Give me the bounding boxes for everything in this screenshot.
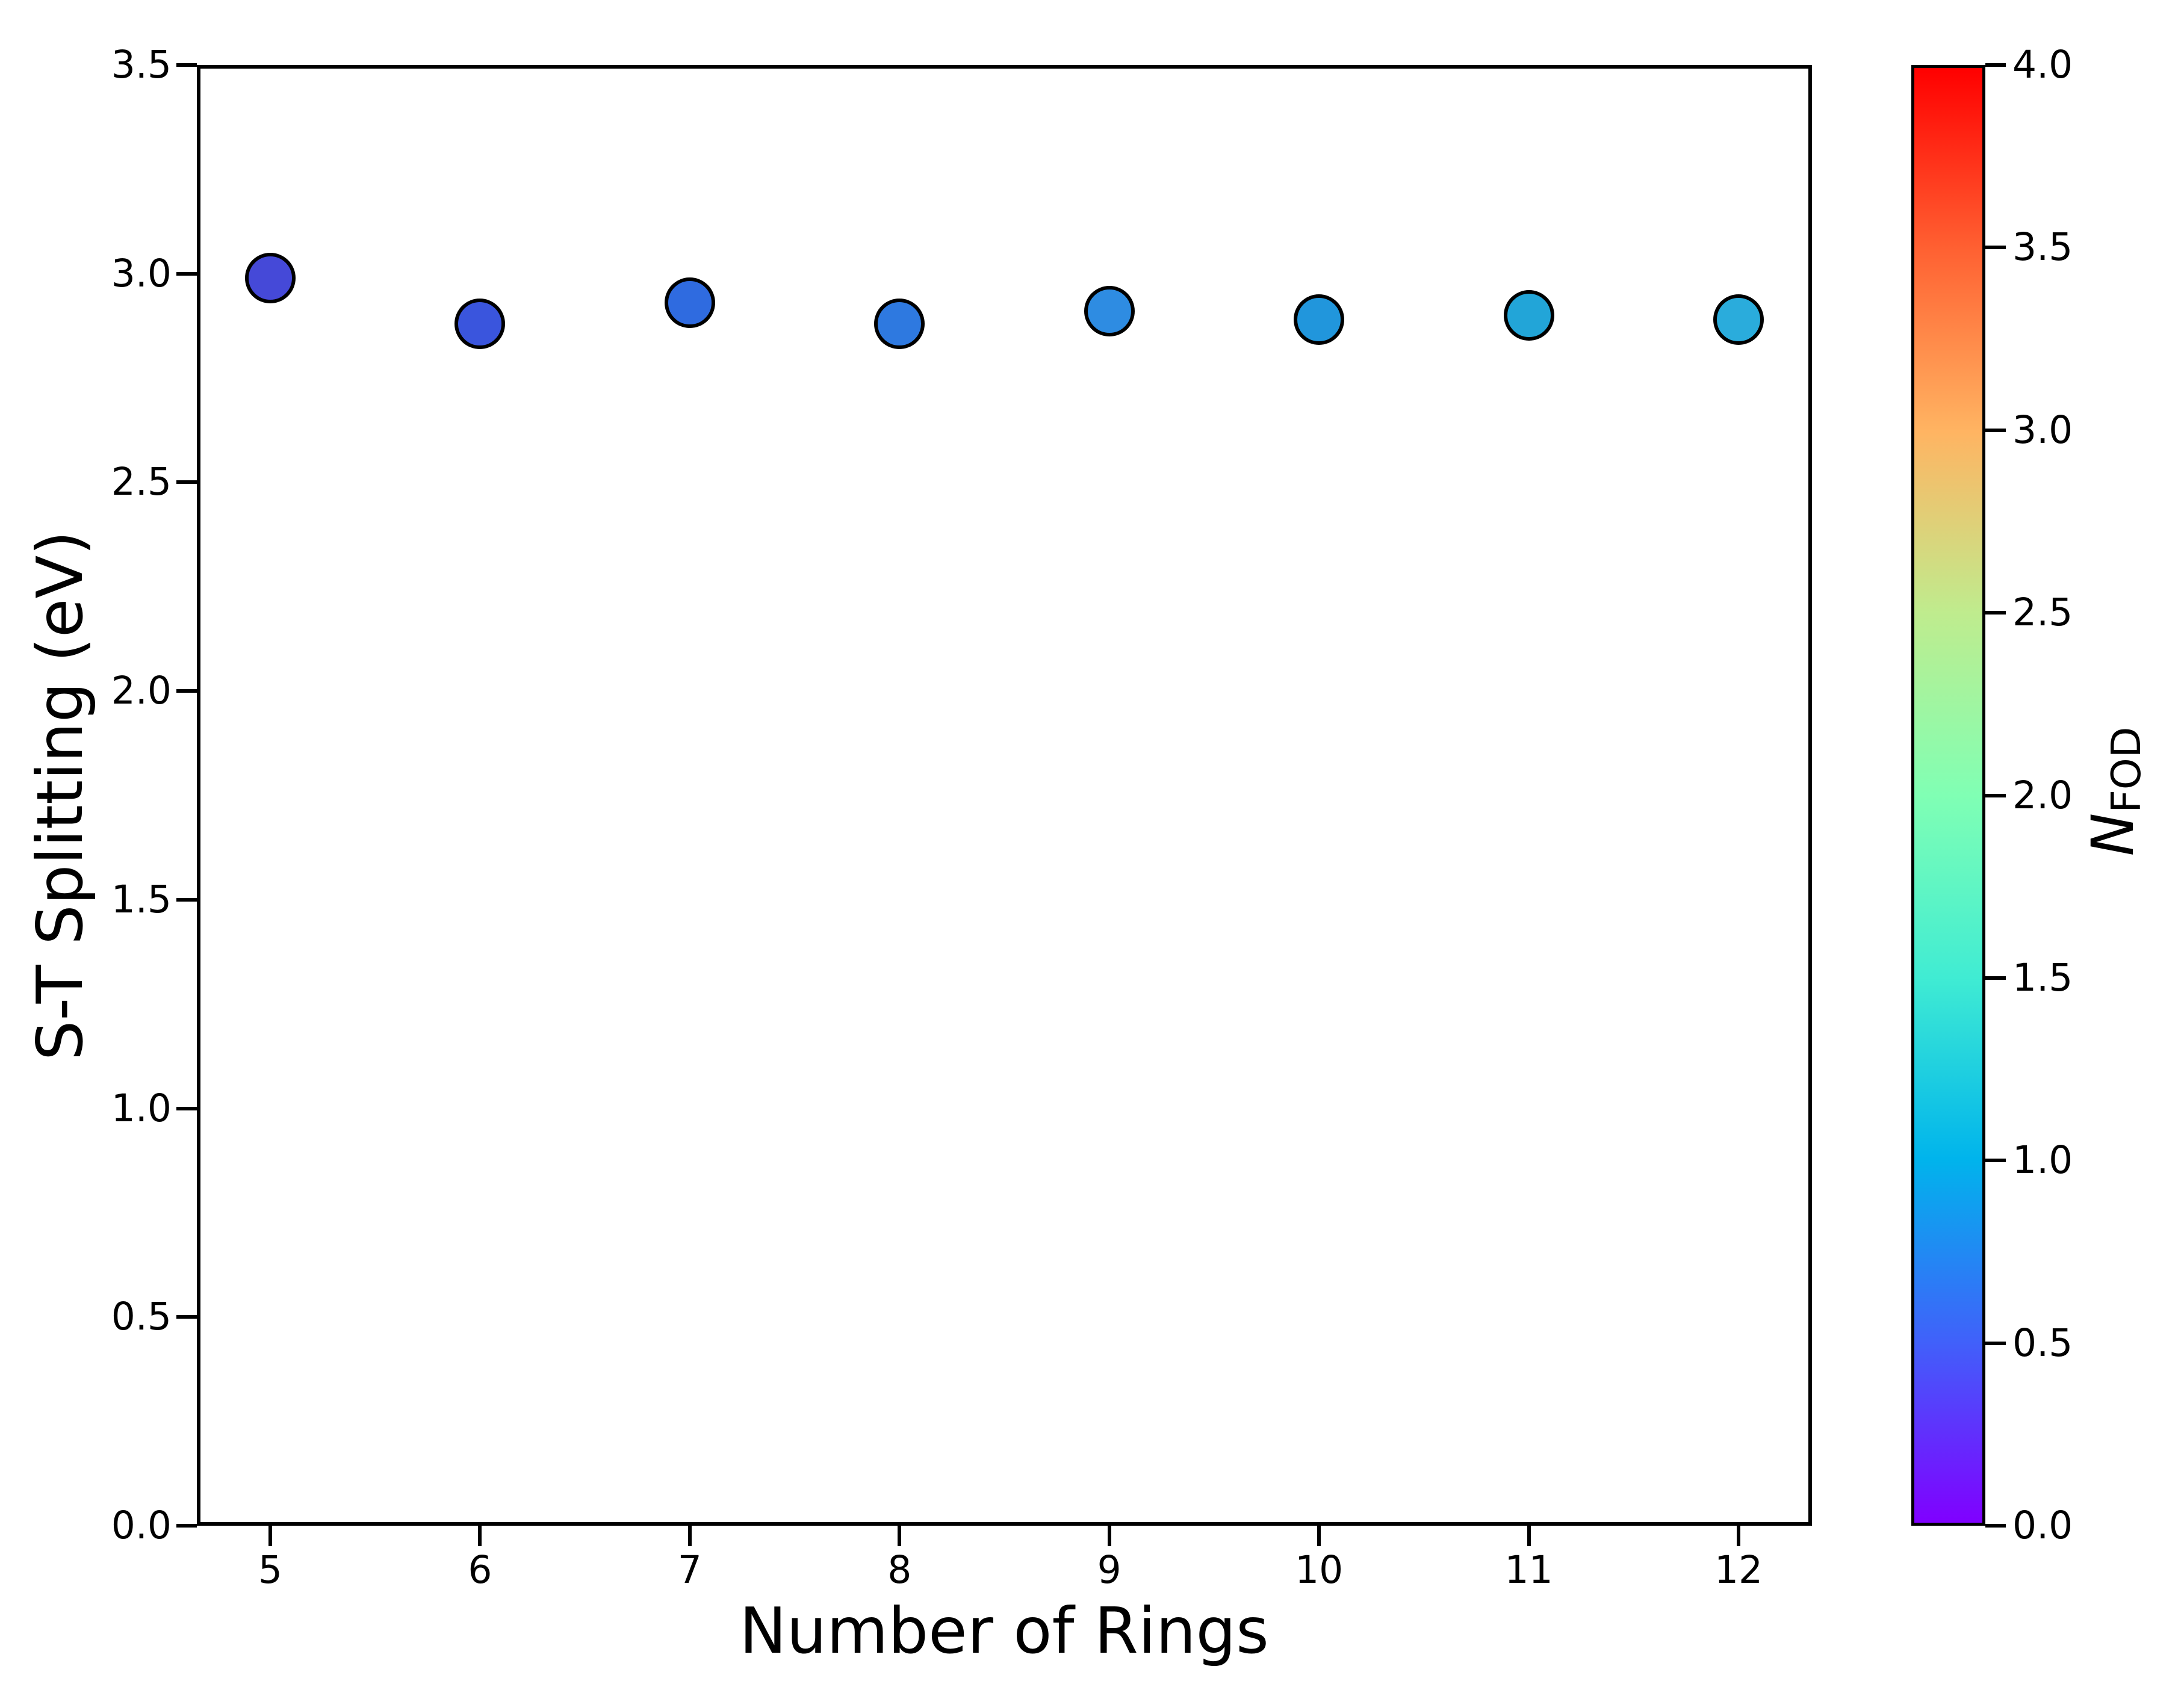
y-axis-tick-label: 0.0 bbox=[111, 1503, 172, 1547]
y-axis-tick-label: 1.5 bbox=[111, 877, 172, 921]
data-point bbox=[454, 298, 506, 349]
colorbar-tick bbox=[1985, 1159, 2006, 1163]
colorbar-tick-label: 0.5 bbox=[2012, 1320, 2073, 1365]
y-axis-tick bbox=[176, 480, 197, 484]
colorbar-tick bbox=[1985, 793, 2006, 797]
y-axis-tick bbox=[176, 63, 197, 67]
x-axis-label: Number of Rings bbox=[739, 1594, 1269, 1668]
colorbar-tick-label: 1.0 bbox=[2012, 1138, 2073, 1183]
y-axis-tick bbox=[176, 1315, 197, 1319]
x-axis-tick-label: 5 bbox=[258, 1548, 282, 1592]
colorbar-tick bbox=[1985, 976, 2006, 980]
y-axis-tick-label: 2.0 bbox=[111, 669, 172, 713]
colorbar-label-subscript: FOD bbox=[2103, 726, 2150, 813]
x-axis-tick-label: 9 bbox=[1097, 1548, 1121, 1592]
y-axis-tick-label: 3.0 bbox=[111, 251, 172, 296]
y-axis-tick bbox=[176, 897, 197, 902]
y-axis-tick bbox=[176, 1106, 197, 1110]
colorbar-label: NFOD bbox=[2079, 551, 2150, 1032]
colorbar-tick bbox=[1985, 1341, 2006, 1345]
x-axis-tick-label: 8 bbox=[887, 1548, 912, 1592]
data-point bbox=[874, 298, 925, 349]
colorbar-tick bbox=[1985, 611, 2006, 615]
y-axis-tick bbox=[176, 1524, 197, 1528]
x-axis-tick bbox=[478, 1526, 482, 1546]
x-axis-tick-label: 12 bbox=[1714, 1548, 1763, 1592]
x-axis-tick bbox=[1317, 1526, 1321, 1546]
colorbar-tick-label: 1.5 bbox=[2012, 955, 2073, 1000]
plot-area bbox=[197, 65, 1812, 1526]
colorbar-tick bbox=[1985, 63, 2006, 67]
y-axis-tick bbox=[176, 689, 197, 693]
colorbar-label-main: N bbox=[2079, 813, 2147, 856]
x-axis-tick-label: 6 bbox=[468, 1548, 492, 1592]
y-axis-tick-label: 2.5 bbox=[111, 460, 172, 504]
data-point bbox=[1084, 286, 1135, 337]
x-axis-tick-label: 11 bbox=[1504, 1548, 1553, 1592]
colorbar-tick-label: 3.5 bbox=[2012, 225, 2073, 270]
colorbar-tick bbox=[1985, 246, 2006, 250]
colorbar-tick-label: 0.0 bbox=[2012, 1503, 2073, 1547]
data-point bbox=[1503, 290, 1554, 341]
colorbar-tick bbox=[1985, 1524, 2006, 1528]
x-axis-tick bbox=[687, 1526, 692, 1546]
x-axis-tick-label: 10 bbox=[1295, 1548, 1344, 1592]
data-point bbox=[1713, 294, 1764, 345]
colorbar-tick-label: 3.0 bbox=[2012, 407, 2073, 452]
colorbar-gradient bbox=[1911, 65, 1985, 1526]
x-axis-tick bbox=[268, 1526, 272, 1546]
y-axis-tick-label: 3.5 bbox=[111, 43, 172, 87]
colorbar-tick-label: 2.0 bbox=[2012, 773, 2073, 817]
colorbar-tick bbox=[1985, 428, 2006, 432]
data-point bbox=[244, 252, 296, 303]
data-point bbox=[664, 277, 715, 329]
colorbar-tick-label: 2.5 bbox=[2012, 590, 2073, 635]
data-point bbox=[1294, 294, 1345, 345]
colorbar-tick-label: 4.0 bbox=[2012, 43, 2073, 87]
x-axis-tick-label: 7 bbox=[677, 1548, 702, 1592]
x-axis-tick bbox=[1107, 1526, 1111, 1546]
y-axis-tick bbox=[176, 271, 197, 276]
x-axis-tick bbox=[1527, 1526, 1531, 1546]
x-axis-tick bbox=[1737, 1526, 1741, 1546]
y-axis-tick-label: 0.5 bbox=[111, 1295, 172, 1339]
y-axis-label: S-T Splitting (eV) bbox=[23, 530, 97, 1061]
y-axis-tick-label: 1.0 bbox=[111, 1086, 172, 1130]
x-axis-tick bbox=[898, 1526, 902, 1546]
